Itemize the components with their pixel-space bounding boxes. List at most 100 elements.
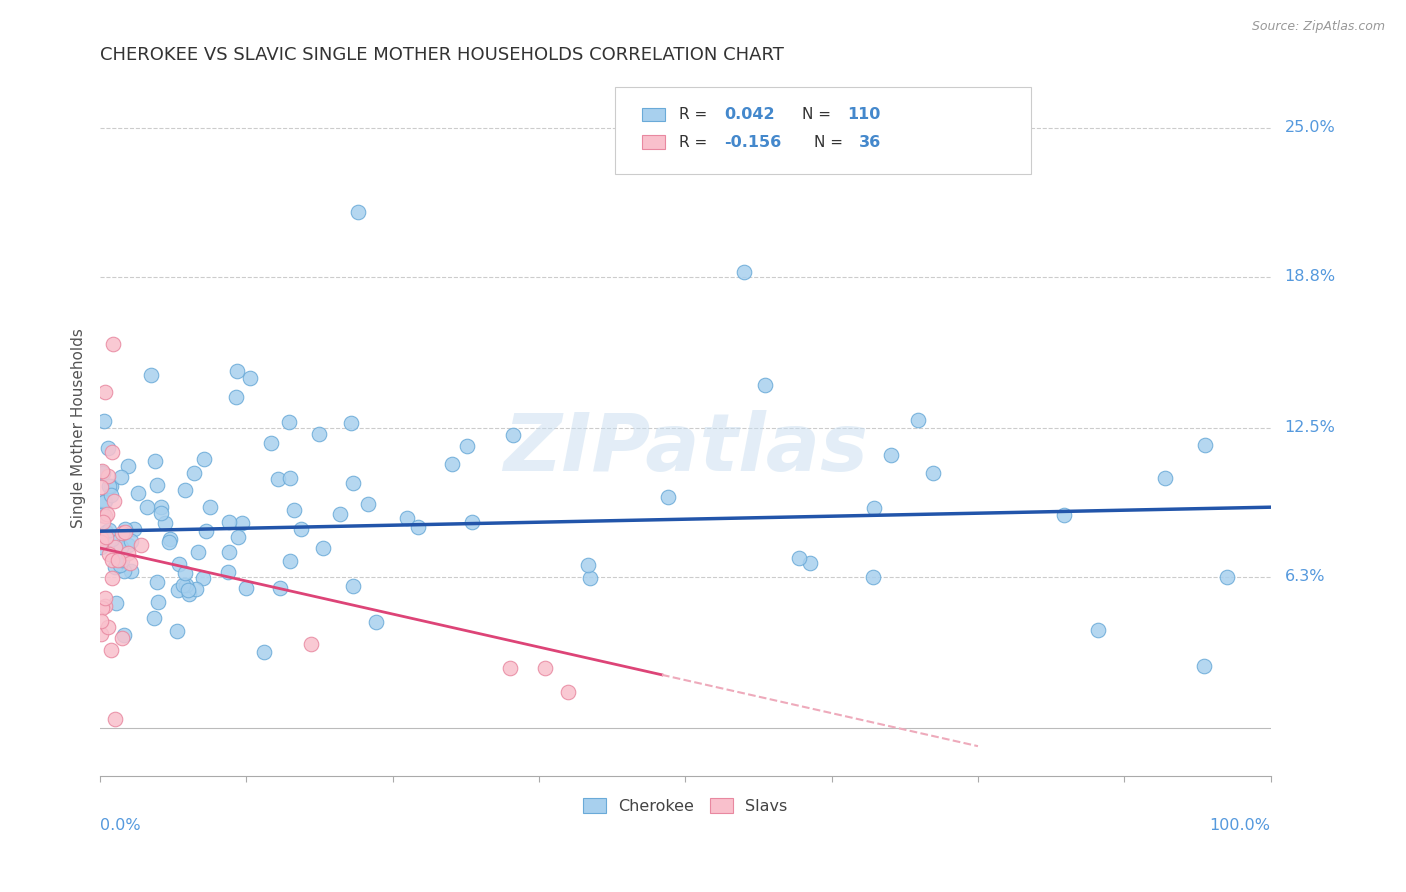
Point — [299, 637, 322, 651]
Point — [1216, 570, 1239, 584]
Point — [1194, 437, 1216, 451]
Point — [657, 490, 679, 504]
Point — [93, 414, 115, 428]
Point — [342, 579, 364, 593]
Text: 6.3%: 6.3% — [1285, 569, 1324, 584]
Point — [253, 645, 276, 659]
Point — [136, 500, 159, 515]
Point — [218, 515, 240, 529]
Point — [111, 553, 134, 567]
Point — [269, 581, 291, 595]
Point — [862, 570, 884, 584]
Point — [114, 524, 136, 539]
Point — [90, 465, 112, 479]
Point — [922, 466, 945, 480]
Point — [576, 558, 599, 572]
Point — [127, 486, 149, 500]
Point — [100, 642, 122, 657]
Text: ZIPatlas: ZIPatlas — [503, 409, 868, 488]
Point — [101, 532, 124, 546]
Point — [499, 661, 522, 675]
Point — [117, 538, 139, 552]
Point — [174, 483, 197, 498]
Point — [167, 582, 190, 597]
Point — [183, 466, 205, 480]
Text: 18.8%: 18.8% — [1285, 269, 1336, 285]
Point — [1154, 471, 1177, 485]
Point — [143, 611, 166, 625]
Point — [278, 553, 301, 567]
Point — [148, 595, 170, 609]
Point — [166, 624, 188, 639]
Point — [278, 471, 301, 485]
Point — [260, 436, 283, 450]
Point — [101, 445, 124, 459]
Point — [97, 523, 120, 537]
Point — [129, 538, 152, 552]
Point — [90, 540, 112, 554]
Point — [217, 565, 239, 579]
Point — [340, 416, 363, 430]
Point — [114, 522, 136, 536]
Point — [101, 571, 124, 585]
Text: 110: 110 — [846, 107, 880, 122]
Point — [90, 535, 112, 549]
FancyBboxPatch shape — [643, 108, 665, 121]
Point — [97, 619, 120, 633]
Point — [150, 500, 173, 514]
Text: 25.0%: 25.0% — [1285, 120, 1336, 136]
Point — [90, 508, 112, 522]
Point — [146, 575, 169, 590]
Point — [94, 384, 117, 399]
Point — [120, 564, 142, 578]
Point — [177, 587, 200, 601]
Point — [94, 599, 117, 613]
Point — [278, 415, 301, 429]
Text: N =: N = — [803, 107, 837, 122]
Point — [198, 500, 221, 515]
Point — [94, 508, 117, 523]
Point — [104, 712, 127, 726]
Point — [226, 530, 249, 544]
Point — [91, 515, 114, 529]
Text: R =: R = — [679, 107, 713, 122]
Point — [91, 507, 114, 521]
Point — [103, 494, 125, 508]
Point — [907, 413, 929, 427]
Point — [90, 614, 112, 628]
Point — [283, 503, 305, 517]
Point — [96, 530, 118, 544]
Text: N =: N = — [814, 135, 848, 150]
Point — [117, 546, 139, 560]
Point — [111, 526, 134, 541]
Point — [101, 336, 124, 351]
Point — [157, 534, 180, 549]
Point — [1053, 508, 1076, 522]
Point — [290, 522, 312, 536]
Point — [173, 566, 195, 580]
Point — [534, 661, 557, 675]
Point — [239, 371, 262, 385]
FancyBboxPatch shape — [643, 136, 665, 149]
Point — [96, 507, 118, 521]
Point — [342, 476, 364, 491]
Point — [141, 368, 163, 383]
Point — [100, 553, 122, 567]
Text: 12.5%: 12.5% — [1285, 420, 1336, 435]
Point — [225, 390, 247, 404]
Point — [231, 516, 253, 531]
Point — [112, 565, 135, 579]
Point — [218, 545, 240, 559]
Point — [461, 515, 484, 529]
Point — [90, 532, 112, 546]
Point — [94, 494, 117, 508]
Point — [329, 507, 352, 521]
Text: Source: ZipAtlas.com: Source: ZipAtlas.com — [1251, 20, 1385, 33]
Point — [311, 541, 333, 556]
Point — [366, 615, 388, 629]
Point — [1192, 659, 1215, 673]
Point — [177, 583, 200, 598]
Text: 0.0%: 0.0% — [100, 818, 141, 833]
Point — [194, 524, 217, 538]
Point — [97, 469, 120, 483]
